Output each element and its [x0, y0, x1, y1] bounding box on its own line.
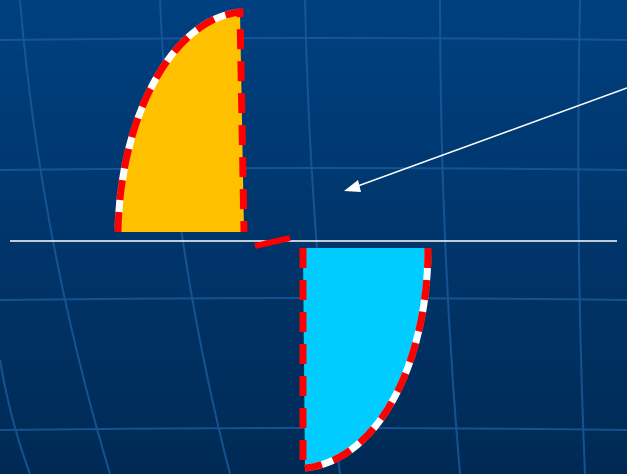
grid-line [0, 359, 31, 474]
grid-line [577, 0, 586, 474]
grid-line [0, 167, 627, 171]
lower-shape [299, 247, 432, 472]
pointer-arrow [344, 87, 627, 192]
dashed-outline [114, 8, 248, 233]
arrow-shaft [354, 87, 627, 188]
cyan-fill [303, 248, 428, 468]
orange-fill [118, 12, 244, 232]
connector-dash [254, 235, 291, 249]
grid-line [0, 37, 627, 41]
upper-shape [114, 8, 248, 233]
dashed-outline [299, 247, 432, 472]
grid-line [19, 0, 111, 474]
arrow-head [344, 180, 361, 192]
grid-line [439, 0, 461, 474]
